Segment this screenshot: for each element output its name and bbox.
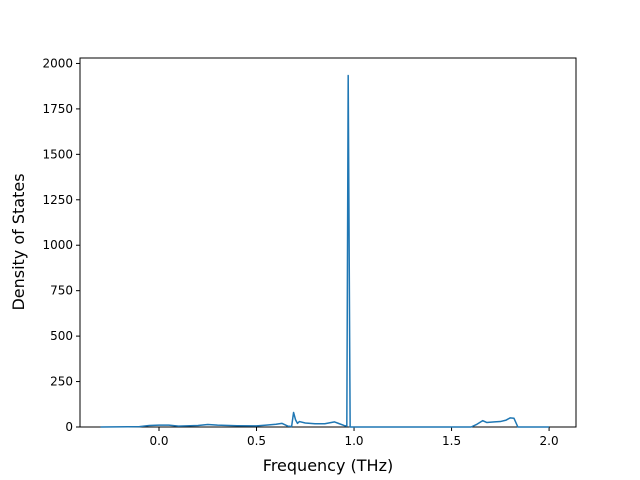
y-tick-label: 250 xyxy=(50,375,73,389)
y-tick-label: 2000 xyxy=(42,56,73,70)
x-tick-label: 1.5 xyxy=(442,434,461,448)
line-series xyxy=(100,74,550,428)
x-tick-label: 2.0 xyxy=(540,434,559,448)
x-tick-label: 1.0 xyxy=(344,434,363,448)
y-tick-label: 750 xyxy=(50,284,73,298)
plot-frame xyxy=(79,57,577,428)
x-tick-label: 0.5 xyxy=(247,434,266,448)
y-tick-label: 1750 xyxy=(42,102,73,116)
y-tick-label: 1250 xyxy=(42,193,73,207)
y-tick-label: 0 xyxy=(65,420,73,434)
y-axis-label: Density of States xyxy=(9,173,28,310)
y-tick-label: 500 xyxy=(50,329,73,343)
y-tick-label: 1500 xyxy=(42,147,73,161)
x-axis-label: Frequency (THz) xyxy=(263,456,393,475)
x-tick-label: 0.0 xyxy=(149,434,168,448)
y-tick-label: 1000 xyxy=(42,238,73,252)
